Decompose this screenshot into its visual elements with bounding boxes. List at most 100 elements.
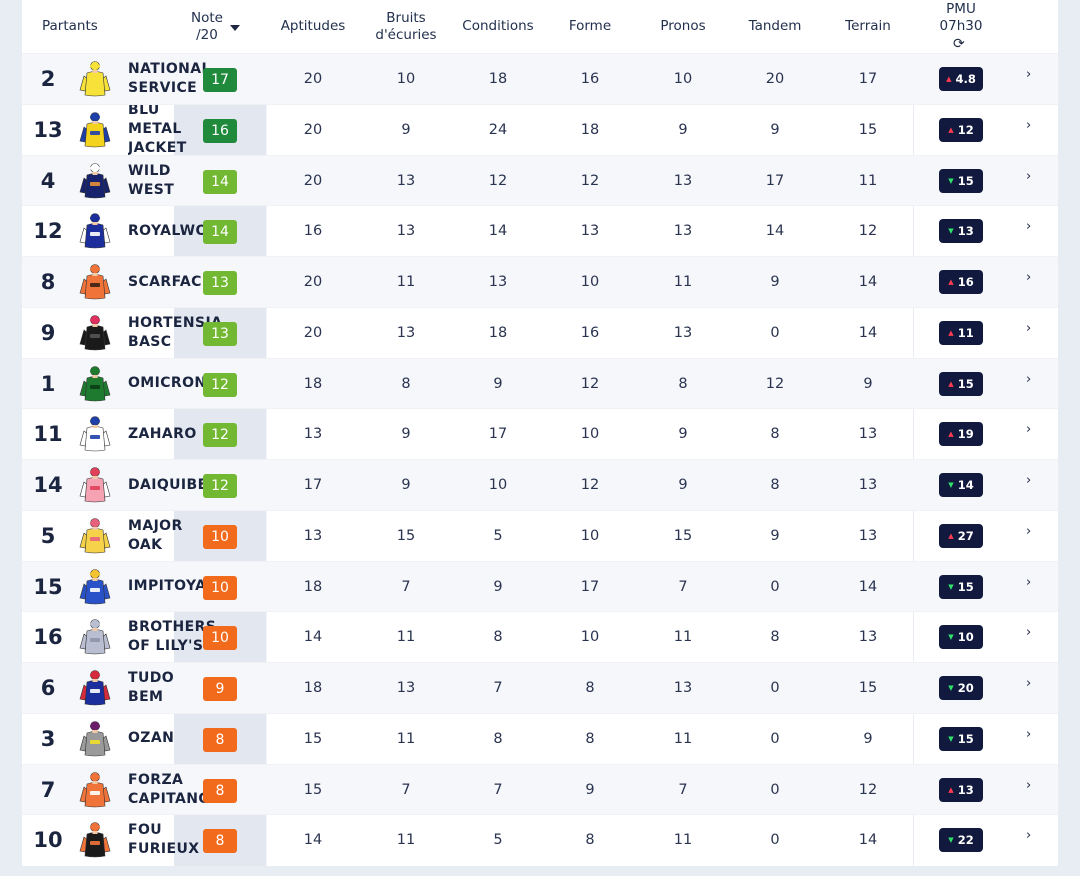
header-tandem[interactable]: Tandem [748, 18, 802, 34]
sort-desc-icon[interactable] [230, 25, 240, 31]
cell-conditions: 18 [488, 324, 508, 341]
table-row[interactable]: 12 ROYALWOOD 14 16 13 14 13 13 14 12 ▼ 13 › [22, 205, 1058, 256]
pmu-odds-badge[interactable]: ▲ 12 [939, 117, 983, 142]
chevron-right-icon[interactable]: › [1026, 473, 1032, 488]
cell-aptitudes: 16 [303, 223, 323, 240]
table-row[interactable]: 14 DAIQUIBEN 12 17 9 10 12 9 8 13 ▼ 14 › [22, 459, 1058, 510]
cell-conditions: 7 [493, 680, 503, 696]
note-badge: 12 [203, 423, 237, 448]
table-row[interactable]: 3 OZAN 8 15 11 8 8 11 0 9 ▼ 15 › [22, 712, 1058, 764]
chevron-right-icon[interactable]: › [1026, 726, 1032, 742]
runner-number: 14 [33, 473, 63, 497]
table-row[interactable]: 11 ZAHARO 12 13 9 17 10 9 8 13 ▲ 19 › [22, 408, 1058, 459]
chevron-right-icon[interactable]: › [1026, 371, 1032, 387]
cell-tandem: 9 [770, 121, 780, 138]
header-bruits[interactable]: Bruits d'écuries [375, 9, 437, 43]
runner-number: 6 [40, 676, 56, 700]
table-row[interactable]: 2 NATIONAL SERVICE 17 20 10 18 16 10 20 17 ▲ 4.8 › [22, 53, 1058, 104]
table-row[interactable]: 6 TUDO BEM 9 18 13 7 8 13 0 15 ▼ 20 › [22, 662, 1058, 713]
pmu-odds-badge[interactable]: ▲ 27 [939, 523, 983, 548]
pmu-odds-value: 11 [957, 325, 974, 340]
header-terrain[interactable]: Terrain [845, 18, 891, 34]
runner-name[interactable]: DAIQUIBEN [128, 476, 220, 493]
cell-tandem: 20 [765, 71, 785, 87]
chevron-right-icon[interactable]: › [1026, 777, 1032, 793]
note-badge: 8 [203, 829, 237, 854]
runner-name[interactable]: SCARFACE [128, 273, 212, 290]
cell-terrain: 14 [858, 832, 878, 849]
trend-down-icon: ▼ [948, 684, 954, 692]
runner-name[interactable]: OZAN [128, 730, 175, 747]
cell-tandem: 9 [770, 274, 780, 290]
refresh-icon[interactable]: ⟳ [953, 36, 965, 52]
cell-conditions: 8 [493, 730, 503, 747]
pmu-odds-value: 14 [957, 478, 974, 492]
pmu-odds-badge[interactable]: ▼ 22 [939, 828, 983, 853]
pmu-odds-badge[interactable]: ▼ 20 [939, 676, 983, 700]
runner-name[interactable]: MAJOR OAK [128, 517, 183, 553]
header-aptitudes[interactable]: Aptitudes [280, 18, 346, 34]
pmu-odds-badge[interactable]: ▲ 16 [939, 270, 983, 294]
table-row[interactable]: 16 BROTHERS OF LILY'S 10 14 11 8 10 11 8 13 ▼ 10 › [22, 611, 1058, 662]
header-forme[interactable]: Forme [568, 18, 612, 34]
runner-name[interactable]: NATIONAL SERVICE [128, 61, 211, 96]
chevron-right-icon[interactable]: › [1026, 320, 1032, 336]
cell-forme: 16 [580, 324, 600, 341]
cell-bruits: 10 [396, 71, 416, 87]
pmu-odds-badge[interactable]: ▼ 15 [939, 726, 983, 751]
chevron-right-icon[interactable]: › [1026, 67, 1032, 82]
pmu-odds-badge[interactable]: ▲ 19 [939, 422, 983, 447]
chevron-right-icon[interactable]: › [1026, 117, 1032, 133]
header-note[interactable]: Note /20 [191, 9, 223, 43]
chevron-right-icon[interactable]: › [1026, 625, 1032, 641]
jockey-silk-icon [79, 467, 111, 503]
header-conditions[interactable]: Conditions [462, 18, 534, 34]
pmu-odds-badge[interactable]: ▲ 4.8 [939, 67, 983, 91]
cell-terrain: 15 [858, 121, 878, 138]
table-row[interactable]: 15 IMPITOYABLE 10 18 7 9 17 7 0 14 ▼ 15 › [22, 560, 1058, 612]
runner-name[interactable]: WILD WEST [128, 162, 175, 198]
cell-aptitudes: 20 [303, 274, 323, 290]
table-row[interactable]: 13 BLU METAL JACKET 16 20 9 24 18 9 9 15 ▲ 12 › [22, 103, 1058, 155]
table-row[interactable]: 7 FORZA CAPITANO 8 15 7 7 9 7 0 12 ▲ 13 › [22, 763, 1058, 815]
pmu-odds-badge[interactable]: ▲ 13 [939, 777, 983, 802]
pmu-odds-badge[interactable]: ▲ 15 [939, 371, 983, 396]
header-partants: Partants [42, 18, 98, 34]
pmu-odds-badge[interactable]: ▼ 13 [939, 219, 983, 244]
chevron-right-icon[interactable]: › [1026, 422, 1032, 438]
runner-name[interactable]: FORZA CAPITANO [128, 771, 211, 807]
chevron-right-icon[interactable]: › [1026, 168, 1032, 184]
runner-name[interactable]: OMICRONE [128, 375, 217, 391]
jockey-silk-icon [79, 162, 111, 198]
runner-name[interactable]: TUDO BEM [128, 670, 175, 705]
runner-name[interactable]: FOU FURIEUX [128, 822, 200, 858]
chevron-right-icon[interactable]: › [1026, 574, 1032, 590]
chevron-right-icon[interactable]: › [1026, 828, 1032, 844]
table-row[interactable]: 10 FOU FURIEUX 8 14 11 5 8 11 0 14 ▼ 22 › [22, 814, 1058, 865]
table-row[interactable]: 5 MAJOR OAK 10 13 15 5 10 15 9 13 ▲ 27 › [22, 509, 1058, 561]
runner-name[interactable]: BROTHERS OF LILY'S [128, 619, 217, 655]
runner-name[interactable]: BLU METAL JACKET [128, 104, 187, 155]
chevron-right-icon[interactable]: › [1026, 523, 1032, 539]
header-pronos[interactable]: Pronos [660, 18, 706, 34]
pmu-odds-badge[interactable]: ▲ 11 [939, 320, 983, 345]
chevron-right-icon[interactable]: › [1026, 676, 1032, 691]
runner-name[interactable]: ZAHARO [128, 425, 197, 442]
pmu-odds-badge[interactable]: ▼ 15 [939, 574, 983, 599]
runner-name[interactable]: HORTENSIA BASC [128, 314, 223, 350]
table-row[interactable]: 1 OMICRONE 12 18 8 9 12 8 12 9 ▲ 15 › [22, 357, 1058, 409]
table-row[interactable]: 8 SCARFACE 13 20 11 13 10 11 9 14 ▲ 16 › [22, 256, 1058, 307]
cell-forme: 13 [580, 223, 600, 240]
chevron-right-icon[interactable]: › [1026, 219, 1032, 235]
cell-bruits: 15 [396, 527, 416, 544]
runner-number: 9 [40, 320, 56, 345]
pmu-odds-badge[interactable]: ▼ 14 [939, 473, 983, 497]
table-row[interactable]: 9 HORTENSIA BASC 13 20 13 18 16 13 0 14 ▲ 11 › [22, 306, 1058, 358]
header-pmu[interactable]: PMU 07h30 [939, 1, 983, 34]
cell-bruits: 13 [396, 324, 416, 341]
table-row[interactable]: 4 WILD WEST 14 20 13 12 12 13 17 11 ▼ 15 › [22, 154, 1058, 206]
pmu-odds-badge[interactable]: ▼ 10 [939, 625, 983, 650]
chevron-right-icon[interactable]: › [1026, 270, 1032, 285]
pmu-odds-badge[interactable]: ▼ 15 [939, 168, 983, 193]
note-badge: 17 [203, 68, 237, 92]
